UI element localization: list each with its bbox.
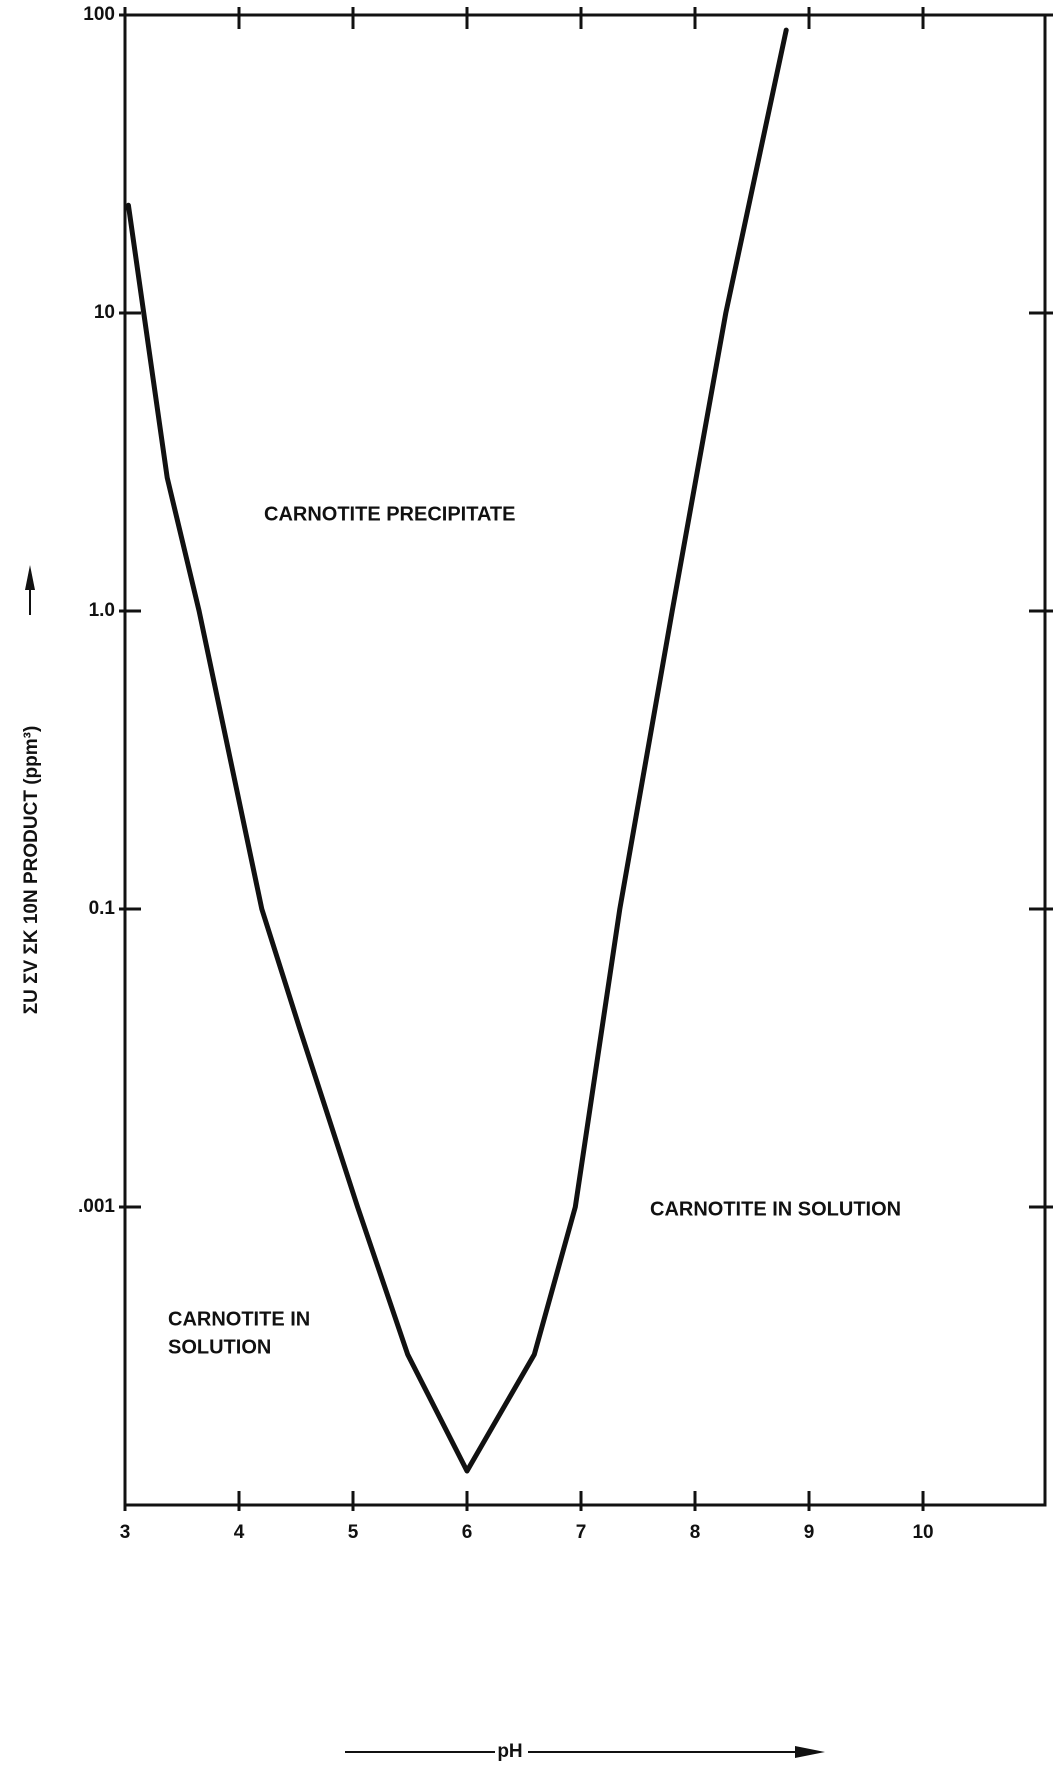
annotation: CARNOTITE IN SOLUTION xyxy=(650,1198,901,1220)
x-tick-label: 8 xyxy=(690,1522,701,1543)
x-tick-label: 5 xyxy=(348,1522,359,1543)
y-tick-label: 100 xyxy=(83,4,115,25)
annotation: CARNOTITE IN xyxy=(168,1308,310,1330)
x-tick-label: 6 xyxy=(462,1522,473,1543)
x-tick-label: 7 xyxy=(576,1522,587,1543)
y-tick-label: 10 xyxy=(94,302,115,323)
y-axis-label: ΣU ΣV ΣK 10N PRODUCT (ppm³) xyxy=(21,726,42,1015)
arrow-head xyxy=(795,1746,825,1758)
y-tick-label: 1.0 xyxy=(89,600,115,621)
y-tick-label: 0.1 xyxy=(89,898,116,919)
x-axis-label: pH xyxy=(497,1741,522,1762)
x-tick-label: 4 xyxy=(234,1522,245,1543)
y-tick-label: .001 xyxy=(78,1196,115,1217)
curve xyxy=(125,27,789,1474)
annotation: SOLUTION xyxy=(168,1336,271,1358)
x-tick-label: 9 xyxy=(804,1522,815,1543)
annotation: CARNOTITE PRECIPITATE xyxy=(264,503,515,525)
x-tick-label: 10 xyxy=(912,1522,933,1543)
arrow-head xyxy=(25,565,35,590)
x-tick-label: 3 xyxy=(120,1522,131,1543)
plot-frame xyxy=(123,13,1047,1507)
